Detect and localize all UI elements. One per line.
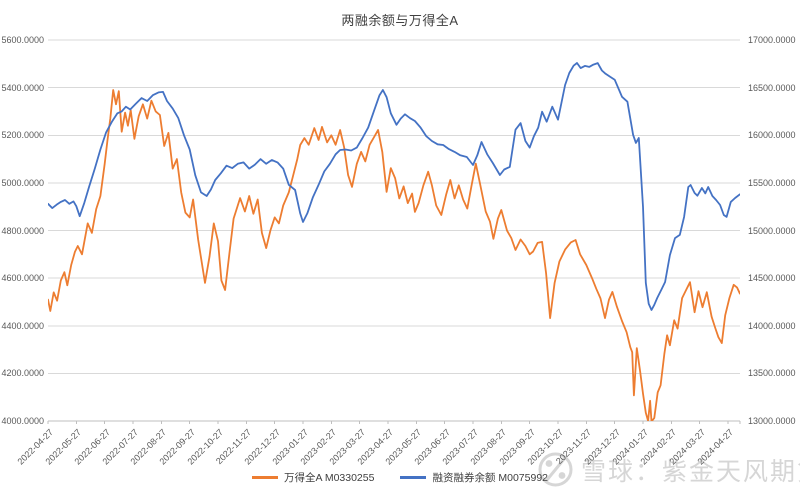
left-axis-tick: 4800.0000: [1, 225, 44, 236]
margin-balance-line: [48, 62, 740, 311]
left-axis-tick: 5200.0000: [1, 130, 44, 141]
right-axis-tick: 14000.0000: [748, 320, 796, 331]
right-axis-tick: 15500.0000: [748, 177, 796, 188]
left-axis-tick: 4400.0000: [1, 320, 44, 331]
left-axis-tick: 5400.0000: [1, 82, 44, 93]
snowball-logo-icon: [538, 452, 573, 487]
x-axis-ticks: [47, 421, 741, 424]
wind-all-a-line: [48, 89, 740, 421]
watermark: 雪球：紫金天风期货: [537, 451, 800, 488]
legend-line-swatch: [251, 476, 278, 479]
right-axis-tick: 16500.0000: [748, 82, 796, 93]
legend-line-swatch: [400, 476, 427, 479]
legend-item-margin-balance: 融资融券余额 M0075992: [400, 470, 548, 485]
right-axis-tick: 15000.0000: [748, 225, 796, 236]
legend-item-wind-all-a: 万得全A M0330255: [251, 470, 375, 485]
left-axis-tick: 5600.0000: [1, 35, 44, 45]
legend-label: 万得全A M0330255: [283, 472, 375, 484]
right-axis-tick: 17000.0000: [748, 35, 796, 45]
left-axis-tick: 5000.0000: [1, 177, 44, 188]
right-axis-tick: 13500.0000: [748, 368, 796, 379]
left-axis-tick: 4600.0000: [1, 273, 44, 284]
watermark-text: 雪球：紫金天风期货: [581, 457, 800, 486]
chart-title: 两融余额与万得全A: [341, 13, 459, 28]
right-axis-tick: 14500.0000: [748, 273, 796, 284]
legend: 万得全A M0330255 融资融券余额 M0075992: [0, 470, 800, 485]
right-axis-tick: 16000.0000: [748, 130, 796, 141]
legend-label: 融资融券余额 M0075992: [432, 472, 548, 484]
left-axis-tick: 4200.0000: [1, 368, 44, 379]
left-axis-tick: 4000.0000: [1, 416, 44, 426]
right-axis-tick: 13000.0000: [748, 416, 796, 426]
